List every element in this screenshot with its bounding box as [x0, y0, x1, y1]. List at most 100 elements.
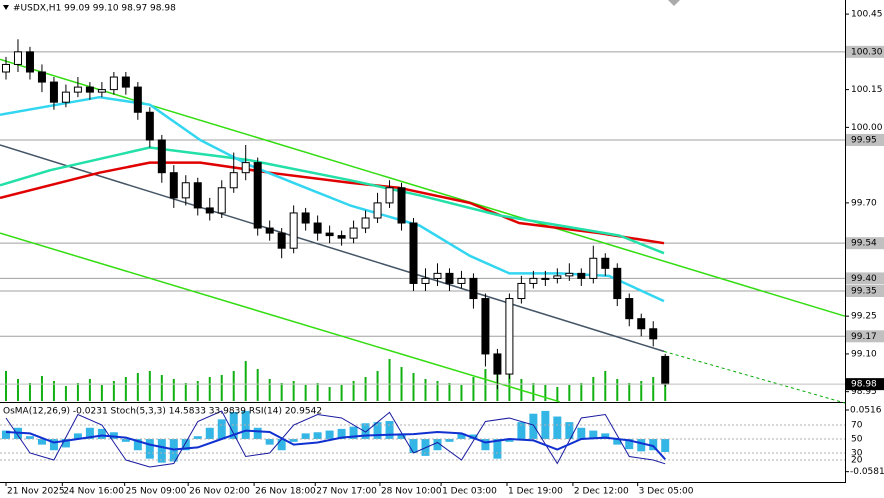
level-label-box: [846, 133, 884, 146]
y-tick-label: 99.70: [851, 198, 877, 208]
candle-body: [661, 355, 670, 385]
candle-body: [37, 71, 46, 83]
candle-body: [25, 51, 34, 73]
osma-bar: [217, 419, 226, 440]
moving-average: [0, 95, 665, 303]
x-tick-label: 26 Nov 02:00: [189, 487, 250, 497]
trend-line: [0, 144, 665, 353]
osma-bar: [49, 439, 58, 451]
x-tick-label: 21 Nov 2025: [7, 487, 65, 497]
candle-body: [73, 86, 82, 93]
candle-body: [97, 89, 106, 93]
osma-bar: [613, 439, 622, 445]
x-tick-label: 1 Dec 19:00: [508, 487, 563, 497]
osma-bar: [553, 416, 562, 440]
candle-body: [577, 272, 586, 279]
y-tick-label: 99.25: [851, 312, 877, 322]
trend-line: [0, 232, 560, 403]
osma-bar: [529, 413, 538, 440]
candle-body: [553, 275, 562, 279]
osma-bar: [517, 422, 526, 440]
candle-body: [265, 227, 274, 234]
osma-bar: [97, 428, 106, 440]
candle-body: [337, 235, 346, 239]
osma-bar: [433, 439, 442, 451]
candle-body: [289, 212, 298, 249]
osma-bar: [481, 439, 490, 451]
last-price-box: [846, 378, 884, 391]
symbol-icon: [3, 5, 9, 10]
osma-bar: [337, 428, 346, 440]
x-tick-label: 2 Dec 12:00: [574, 487, 629, 497]
osma-bar: [85, 427, 94, 440]
y-tick-label: 100.00: [851, 123, 883, 133]
osma-bar: [445, 439, 454, 442]
candle-body: [457, 277, 466, 284]
osma-bar: [649, 439, 658, 451]
candle-body: [253, 162, 262, 229]
candle-body: [325, 232, 334, 237]
candle-body: [13, 51, 22, 65]
level-label: 99.40: [851, 274, 877, 284]
y-tick-label: 50: [851, 435, 863, 445]
osma-bar: [505, 439, 514, 442]
level-label: 99.17: [851, 332, 877, 342]
moving-average: [0, 161, 665, 245]
candle-body: [445, 272, 454, 284]
osma-bar: [205, 427, 214, 440]
level-label: 99.35: [851, 286, 877, 296]
osma-bar: [253, 427, 262, 440]
osma-bar: [469, 434, 478, 440]
osma-bar: [277, 439, 286, 451]
candle-body: [277, 232, 286, 249]
osma-bar: [409, 439, 418, 454]
candle-body: [529, 277, 538, 284]
candle-body: [313, 222, 322, 234]
level-label-box: [846, 272, 884, 285]
candle-body: [301, 212, 310, 224]
y-tick-label: 30: [851, 449, 863, 459]
oscillator-line: [5, 410, 666, 468]
osma-bar: [157, 439, 166, 463]
level-label: 99.54: [851, 239, 877, 249]
candle-body: [361, 217, 370, 229]
candle-body: [409, 222, 418, 284]
osma-bar: [73, 433, 82, 440]
x-tick-label: 24 Nov 16:00: [63, 487, 124, 497]
candle-body: [541, 277, 550, 280]
level-label-box: [846, 284, 884, 297]
osma-bar: [565, 422, 574, 440]
candle-body: [637, 318, 646, 330]
candle-body: [169, 172, 178, 199]
oscillator-line: [5, 429, 666, 460]
candle-body: [433, 272, 442, 279]
trend-line: [663, 350, 846, 404]
osma-bar: [25, 436, 34, 440]
osma-bar: [265, 439, 274, 445]
osma-bar: [229, 412, 238, 440]
x-tick-label: 26 Nov 18:00: [255, 487, 316, 497]
osma-bar: [133, 439, 142, 451]
candle-body: [493, 353, 502, 375]
level-label: 100.30: [851, 47, 883, 57]
last-price-label: 98.98: [851, 380, 877, 390]
candle-body: [1, 63, 10, 73]
level-label-box: [846, 237, 884, 250]
candle-body: [121, 76, 130, 88]
osma-bar: [397, 433, 406, 440]
x-tick-label: 3 Dec 05:00: [639, 487, 694, 497]
osma-bar: [577, 427, 586, 440]
candle-body: [349, 227, 358, 239]
osma-bar: [493, 439, 502, 459]
candle-body: [61, 91, 70, 103]
candle-body: [373, 202, 382, 219]
level-label-box: [846, 330, 884, 343]
osma-bar: [601, 433, 610, 440]
candle-body: [385, 187, 394, 204]
candle-body: [625, 298, 634, 320]
osma-bar: [373, 422, 382, 440]
candle-body: [565, 272, 574, 277]
y-tick-label: 98.95: [851, 387, 877, 397]
candle-body: [517, 282, 526, 300]
